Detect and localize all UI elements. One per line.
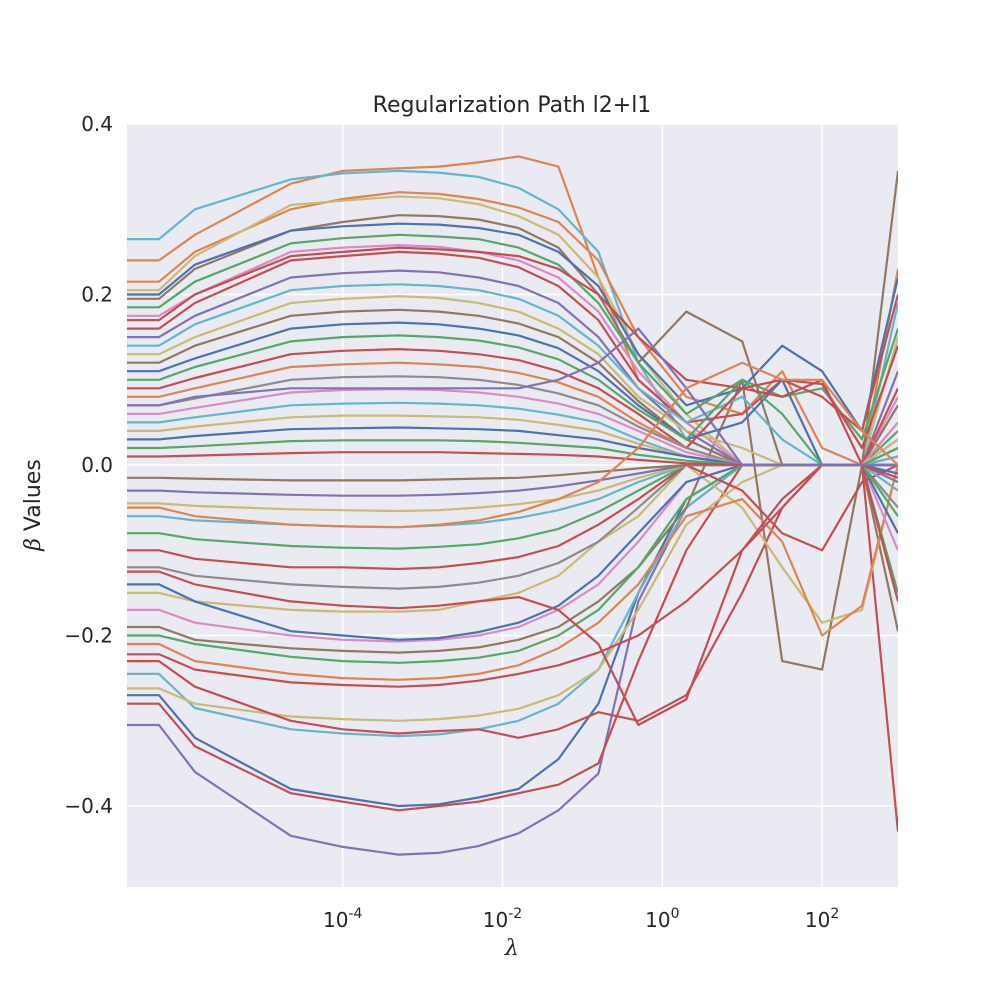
series-line-13 [127, 463, 898, 571]
y-axis-label-symbol: β [21, 538, 46, 552]
series-line-35 [127, 334, 898, 467]
x-tick-base: 10 [323, 908, 348, 932]
chart-title: Regularization Path l2+l1 [373, 93, 652, 118]
series-lines [127, 155, 898, 856]
y-axis-label: β Values [21, 459, 46, 552]
x-tick-exponent: 0 [671, 906, 680, 922]
y-tick-label-4: −0.4 [64, 794, 113, 818]
x-tick-exponent: 2 [830, 906, 839, 922]
series-line-23 [127, 191, 898, 467]
series-line-36 [127, 348, 898, 467]
x-tick-base: 10 [483, 908, 508, 932]
y-tick-label-3: −0.2 [64, 624, 113, 648]
x-axis-label: λ [504, 936, 519, 961]
series-line-8 [127, 464, 898, 681]
series-line-6 [127, 378, 898, 671]
y-axis-ticks: 0.4 0.2 0.0 −0.2 −0.4 [64, 112, 113, 818]
x-tick-base: 10 [645, 908, 670, 932]
x-tick-exponent: -2 [508, 906, 522, 922]
series-line-7 [127, 463, 898, 624]
x-tick-label-1: 10-2 [483, 906, 522, 932]
series-line-31 [127, 283, 898, 467]
x-tick-label-3: 102 [805, 906, 839, 932]
series-line-20 [127, 463, 898, 727]
y-axis-label-text: Values [21, 459, 46, 538]
x-tick-label-2: 100 [645, 906, 679, 932]
x-axis-ticks: 10-4 10-2 100 102 [323, 906, 839, 932]
y-tick-label-1: 0.2 [81, 283, 113, 307]
series-line-47 [127, 361, 898, 529]
y-tick-label-2: 0.0 [81, 453, 113, 477]
y-tick-label-0: 0.4 [81, 112, 113, 136]
x-tick-exponent: -4 [348, 906, 362, 922]
x-tick-label-0: 10-4 [323, 906, 363, 932]
series-line-19 [127, 463, 898, 688]
series-line-26 [127, 222, 898, 432]
series-line-45 [127, 246, 898, 432]
x-tick-base: 10 [805, 908, 830, 932]
series-line-46 [127, 327, 898, 467]
